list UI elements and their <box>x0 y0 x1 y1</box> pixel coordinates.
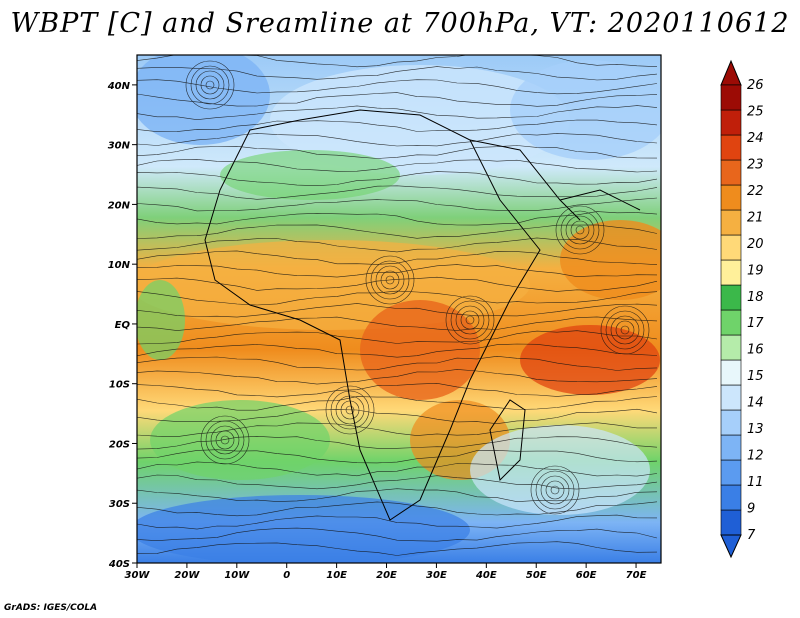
y-tick-label: 40S <box>108 559 130 570</box>
x-tick-label: 20E <box>376 570 397 581</box>
x-tick-label: 20W <box>174 570 200 581</box>
colorbar-label: 16 <box>747 343 764 358</box>
colorbar-label: 14 <box>747 396 764 411</box>
colorbar-label: 25 <box>747 104 764 119</box>
y-tick-label: 30S <box>109 499 130 510</box>
x-tick-label: 10E <box>326 570 347 581</box>
map-title: WBPT [C] and Sreamline at 700hPa, VT: 20… <box>10 8 790 39</box>
colorbar-label: 12 <box>747 449 764 464</box>
colorbar-label: 22 <box>747 184 764 199</box>
colorbar-swatch <box>720 434 742 461</box>
colorbar: 7 9 11 12 13 14 15 16 17 18 19 20 21 22 23 24 25 26 <box>720 59 764 559</box>
colorbar-swatch <box>720 159 742 186</box>
colorbar-swatch <box>720 509 742 536</box>
x-tick-label: 70E <box>626 570 647 581</box>
colorbar-label: 26 <box>747 78 764 93</box>
colorbar-label: 18 <box>747 290 764 305</box>
credit-text: GrADS: IGES/COLA <box>4 603 98 613</box>
x-axis: 30W 20W 10W 0 10E 20E 30E 40E 50E 60E 70E <box>125 563 647 581</box>
colorbar-label: 21 <box>747 210 764 225</box>
colorbar-label: 24 <box>747 131 764 146</box>
colorbar-label: 15 <box>747 369 764 384</box>
colorbar-min-arrow <box>720 534 742 559</box>
colorbar-label: 13 <box>747 422 764 437</box>
colorbar-label: 11 <box>747 475 764 490</box>
colorbar-swatch <box>720 384 742 411</box>
colorbar-label: 9 <box>747 502 755 517</box>
x-tick-label: 60E <box>576 570 597 581</box>
colorbar-swatch <box>720 459 742 486</box>
x-tick-label: 40E <box>475 570 497 581</box>
colorbar-swatch <box>720 184 742 211</box>
x-tick-label: 0 <box>283 570 290 581</box>
colorbar-swatch <box>720 484 742 511</box>
colorbar-label: 20 <box>747 237 764 252</box>
colorbar-label: 17 <box>747 316 764 331</box>
colorbar-swatch <box>720 234 742 261</box>
colorbar-swatch <box>720 259 742 286</box>
x-tick-label: 50E <box>526 570 547 581</box>
y-axis: 40N 30N 20N 10N EQ 10S 20S 30S 40S <box>107 81 137 570</box>
y-tick-label: 30N <box>108 141 131 152</box>
colorbar-swatch <box>720 84 742 111</box>
x-tick-label: 10W <box>224 570 250 581</box>
colorbar-swatch <box>720 209 742 236</box>
colorbar-swatch <box>720 284 742 311</box>
colorbar-swatch <box>720 309 742 336</box>
x-tick-label: 30E <box>426 570 447 581</box>
y-tick-label: 10S <box>109 380 130 391</box>
y-tick-label: 20S <box>109 439 130 450</box>
y-tick-label: 20N <box>108 200 131 211</box>
colorbar-max-arrow <box>720 59 742 86</box>
colorbar-label: 19 <box>747 263 764 278</box>
wbpt-field <box>137 55 661 563</box>
colorbar-label: 7 <box>747 528 756 543</box>
y-tick-label: 40N <box>107 81 131 92</box>
colorbar-swatch <box>720 134 742 161</box>
colorbar-label: 23 <box>747 157 764 172</box>
x-tick-label: 30W <box>125 570 151 581</box>
colorbar-swatch <box>720 109 742 136</box>
y-tick-label: 10N <box>108 260 131 271</box>
colorbar-swatch <box>720 409 742 436</box>
colorbar-swatch <box>720 334 742 361</box>
colorbar-swatch <box>720 359 742 386</box>
y-tick-label: EQ <box>115 320 131 331</box>
